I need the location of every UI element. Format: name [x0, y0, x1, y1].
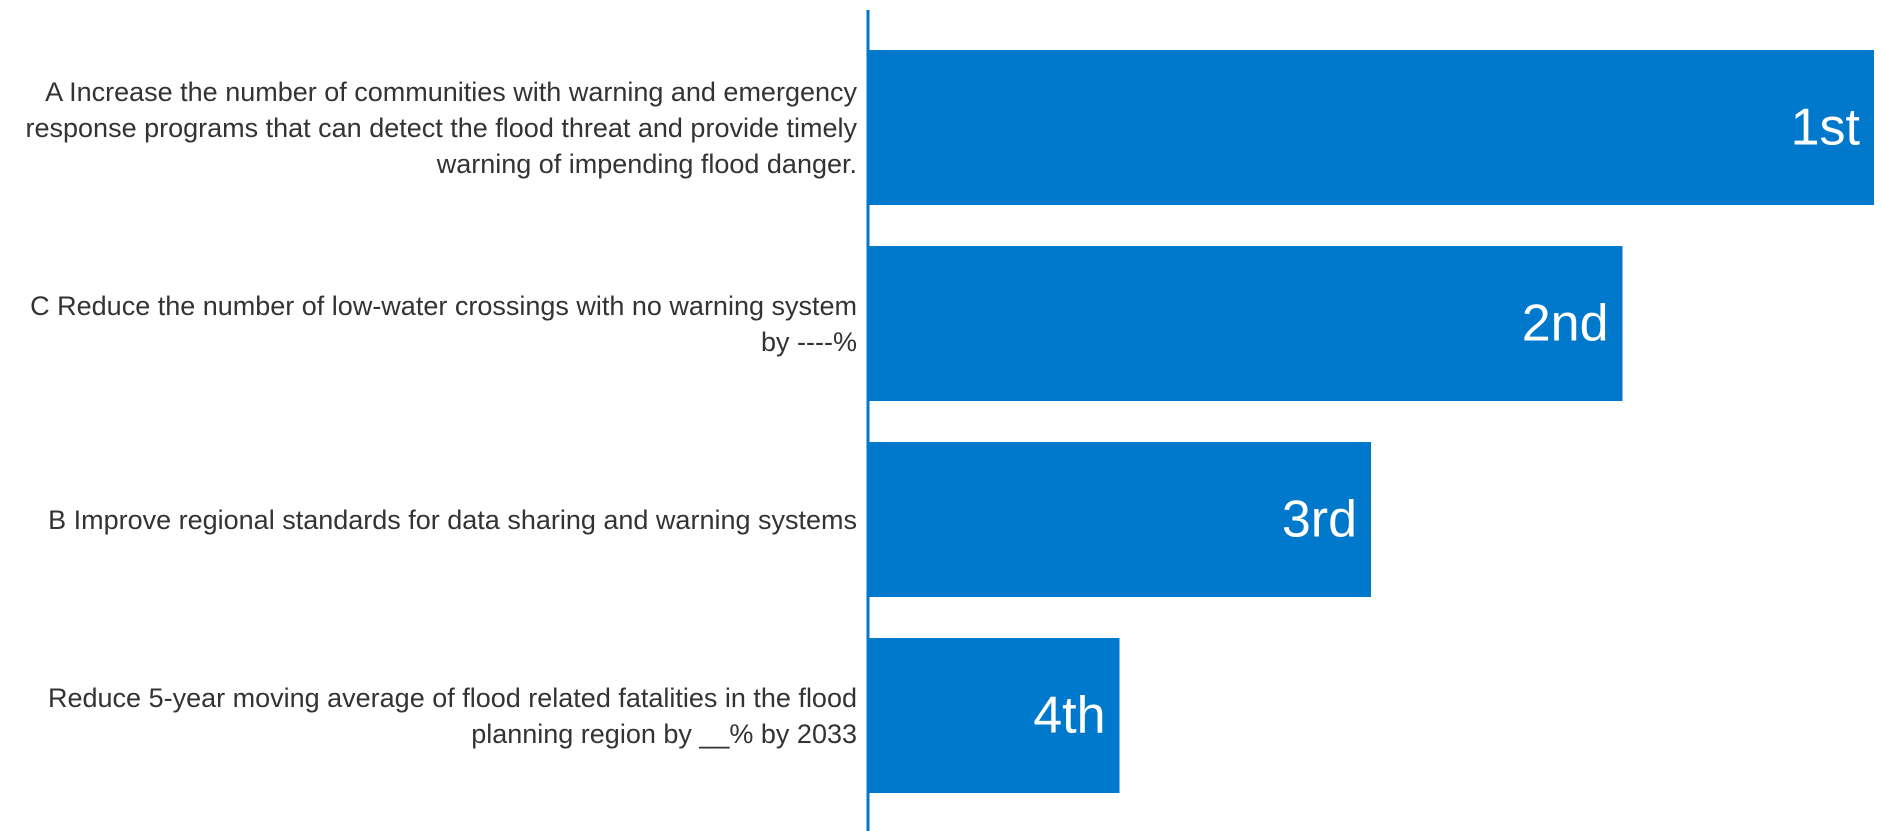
category-label-4: Reduce 5-year moving average of flood re… [48, 682, 857, 749]
bars-group [868, 50, 1874, 793]
bar-1 [868, 50, 1874, 205]
bar-data-label-1: 1st [1791, 99, 1861, 157]
bar-data-label-4: 4th [1033, 687, 1105, 745]
bar-4 [868, 638, 1120, 793]
category-label-2: C Reduce the number of low-water crossin… [30, 290, 857, 357]
category-label-1: A Increase the number of communities wit… [25, 76, 857, 179]
bar-labels-group: 1st 2nd 3rd 4th [1033, 99, 1860, 745]
bar-2 [868, 246, 1623, 401]
bar-data-label-3: 3rd [1282, 491, 1357, 549]
bar-data-label-2: 2nd [1522, 295, 1609, 353]
bar-3 [868, 442, 1371, 597]
category-label-3: B Improve regional standards for data sh… [48, 504, 857, 535]
